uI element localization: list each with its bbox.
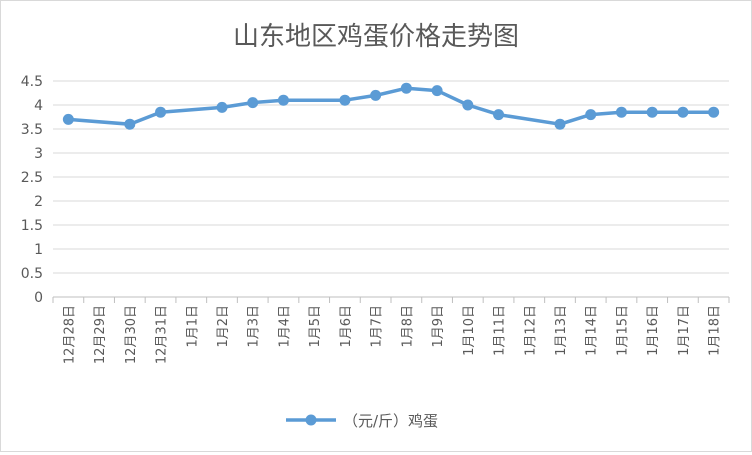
legend-label: （元/斤）鸡蛋 xyxy=(343,412,438,430)
y-tick-label: 2.5 xyxy=(21,170,43,186)
gridlines xyxy=(53,80,729,274)
y-tick-label: 4 xyxy=(34,98,43,114)
x-tick-label: 1月11日 xyxy=(493,305,508,356)
data-point[interactable] xyxy=(615,106,627,118)
chart-title: 山东地区鸡蛋价格走势图 xyxy=(233,22,519,52)
data-point[interactable] xyxy=(677,106,689,118)
x-tick-label: 1月15日 xyxy=(615,305,630,356)
data-point[interactable] xyxy=(216,101,228,113)
series-line-layer xyxy=(62,82,720,130)
x-tick-label: 12月31日 xyxy=(155,305,170,364)
x-tick-label: 1月5日 xyxy=(308,305,323,348)
legend-dot-marker xyxy=(305,414,317,426)
x-tick-label: 1月14日 xyxy=(585,305,600,356)
y-tick-label: 2 xyxy=(34,194,43,210)
x-tick-label: 1月2日 xyxy=(216,305,231,348)
data-point[interactable] xyxy=(708,106,720,118)
x-tick-label: 1月13日 xyxy=(554,305,569,356)
x-tick-label: 1月3日 xyxy=(247,305,262,348)
y-axis-ticks: 0 0.5 1 1.5 2 2.5 3 3.5 4 4.5 xyxy=(21,74,43,306)
data-point[interactable] xyxy=(124,118,136,130)
y-tick-label: 4.5 xyxy=(21,74,43,90)
x-axis xyxy=(52,296,730,303)
data-point[interactable] xyxy=(277,94,289,106)
x-tick-label: 1月6日 xyxy=(339,305,354,348)
data-point[interactable] xyxy=(247,97,259,109)
data-point[interactable] xyxy=(155,106,167,118)
y-tick-label: 3.5 xyxy=(21,122,43,138)
data-point[interactable] xyxy=(585,109,597,121)
x-tick-label: 1月12日 xyxy=(523,305,538,356)
x-tick-label: 12月28日 xyxy=(62,305,77,364)
x-tick-label: 12月30日 xyxy=(124,305,139,364)
data-point[interactable] xyxy=(554,118,566,130)
data-point[interactable] xyxy=(339,94,351,106)
y-tick-label: 1.5 xyxy=(21,218,43,234)
x-tick-label: 1月16日 xyxy=(646,305,661,356)
x-tick-label: 1月9日 xyxy=(431,305,446,348)
data-point[interactable] xyxy=(400,82,412,94)
legend[interactable]: （元/斤）鸡蛋 xyxy=(286,412,438,430)
series-line xyxy=(66,86,716,126)
data-point[interactable] xyxy=(493,109,505,121)
x-tick-label: 1月18日 xyxy=(708,305,723,356)
x-tick-label: 1月4日 xyxy=(277,305,292,348)
y-tick-label: 3 xyxy=(34,146,43,162)
y-tick-label: 0.5 xyxy=(21,266,43,282)
x-tick-label: 1月7日 xyxy=(370,305,385,348)
x-tick-label: 12月29日 xyxy=(93,305,108,364)
data-point[interactable] xyxy=(62,113,74,125)
x-tick-label: 1月17日 xyxy=(677,305,692,356)
x-tick-label: 1月10日 xyxy=(462,305,477,356)
data-point[interactable] xyxy=(431,85,443,97)
x-axis-ticks: 12月28日 12月29日 12月30日 12月31日 1月1日 1月2日 1月3日 1月4日… xyxy=(62,305,722,364)
data-point[interactable] xyxy=(370,89,382,101)
data-point[interactable] xyxy=(462,99,474,111)
x-tick-label: 1月8日 xyxy=(400,305,415,348)
data-point[interactable] xyxy=(646,106,658,118)
y-tick-label: 0 xyxy=(34,290,43,306)
y-tick-label: 1 xyxy=(34,242,43,258)
x-tick-label: 1月1日 xyxy=(185,305,200,348)
